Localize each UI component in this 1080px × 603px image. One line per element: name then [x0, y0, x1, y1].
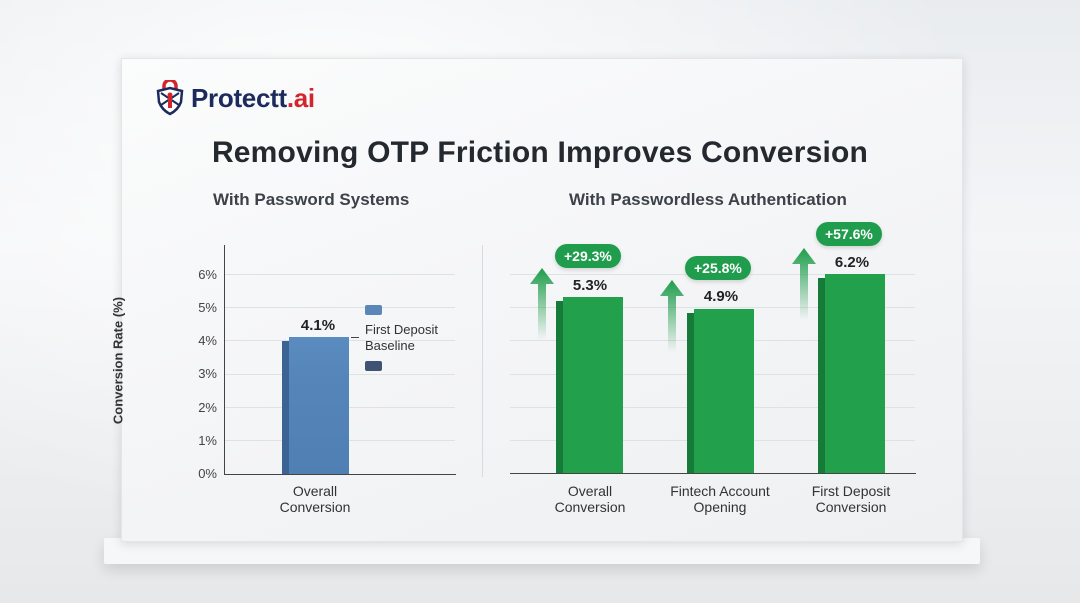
- display-stand: [104, 538, 980, 564]
- category-label: Fintech Account Opening: [670, 483, 770, 515]
- y-tick: 1%: [198, 433, 217, 448]
- bar-password-overall: [282, 337, 349, 474]
- legend: First Deposit Baseline: [365, 305, 438, 371]
- brand-name: Protectt.ai: [191, 82, 315, 113]
- shield-lock-icon: [156, 80, 184, 116]
- up-arrow-icon: [530, 268, 554, 340]
- y-tick: 0%: [198, 466, 217, 481]
- bar-value-label: 4.1%: [300, 317, 336, 334]
- category-label: First Deposit Conversion: [811, 483, 891, 515]
- y-axis: [224, 245, 225, 475]
- category-label: Overall Conversion: [279, 483, 351, 515]
- up-arrow-icon: [660, 280, 684, 352]
- bar-passwordless-overall: [556, 297, 623, 473]
- baseline-marker: [351, 337, 359, 338]
- legend-swatch-light: [365, 305, 382, 315]
- left-chart-subtitle: With Password Systems: [213, 190, 410, 209]
- category-label: Overall Conversion: [554, 483, 626, 515]
- increase-badge: +29.3%: [555, 244, 621, 268]
- y-tick: 4%: [198, 333, 217, 348]
- bar-value-label: 5.3%: [572, 277, 608, 294]
- chart-divider: [482, 245, 483, 477]
- legend-label: First Deposit Baseline: [365, 322, 438, 353]
- bar-passwordless-fintech: [687, 309, 754, 473]
- y-tick: 5%: [198, 300, 217, 315]
- brand-logo: Protectt.ai: [155, 80, 315, 116]
- right-chart-subtitle: With Passwordless Authentication: [569, 190, 847, 209]
- x-axis: [224, 474, 456, 475]
- y-tick: 6%: [198, 267, 217, 282]
- bar-value-label: 4.9%: [703, 288, 739, 305]
- increase-badge: +25.8%: [685, 256, 751, 280]
- legend-swatch-dark: [365, 361, 382, 371]
- x-axis: [510, 473, 916, 474]
- y-tick: 2%: [198, 400, 217, 415]
- bar-passwordless-first-deposit: [818, 274, 885, 473]
- y-tick: 3%: [198, 366, 217, 381]
- page-title: Removing OTP Friction Improves Conversio…: [211, 136, 869, 169]
- bar-value-label: 6.2%: [834, 254, 870, 271]
- y-axis-label: Conversion Rate (%): [110, 296, 126, 425]
- increase-badge: +57.6%: [816, 222, 882, 246]
- up-arrow-icon: [792, 248, 816, 320]
